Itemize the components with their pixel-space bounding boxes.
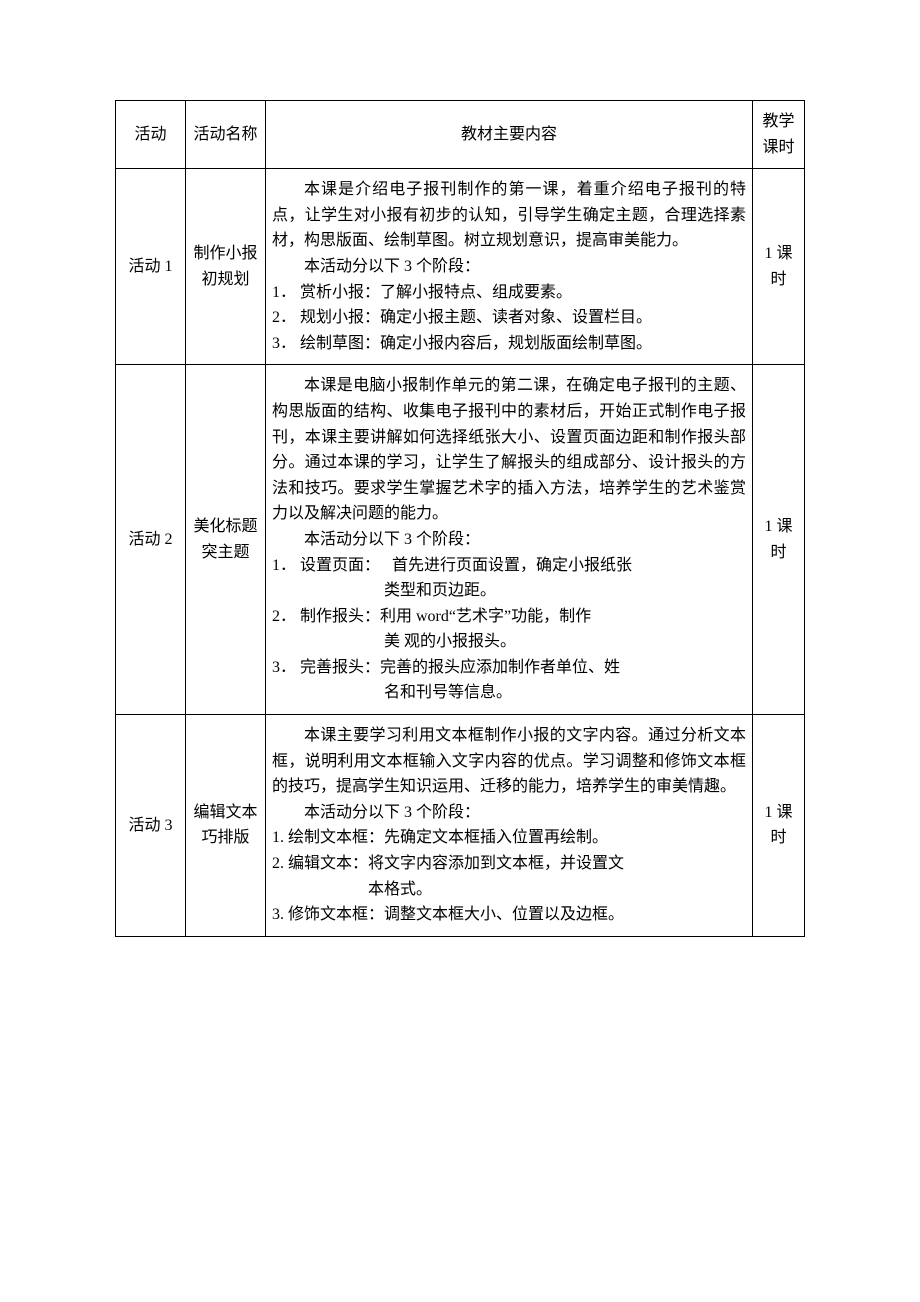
content-stage-2a: 2. 编辑文本：将文字内容添加到文本框，并设置文 [272,851,746,877]
table-row: 活动 2 美化标题突主题 本课是电脑小报制作单元的第二课，在确定电子报刊的主题、… [116,365,805,715]
header-name: 活动名称 [186,101,266,169]
curriculum-table: 活动 活动名称 教材主要内容 教学课时 活动 1 制作小报初规划 本课是介绍电子… [115,100,805,937]
header-hours: 教学课时 [753,101,805,169]
activity-content: 本课是介绍电子报刊制作的第一课，着重介绍电子报刊的特点，让学生对小报有初步的认知… [266,169,753,365]
content-stage-2: 2． 规划小报：确定小报主题、读者对象、设置栏目。 [272,305,746,331]
activity-content: 本课主要学习利用文本框制作小报的文字内容。通过分析文本框，说明利用文本框输入文字… [266,715,753,937]
content-stages-label: 本活动分以下 3 个阶段： [272,254,746,280]
table-row: 活动 3 编辑文本巧排版 本课主要学习利用文本框制作小报的文字内容。通过分析文本… [116,715,805,937]
activity-content: 本课是电脑小报制作单元的第二课，在确定电子报刊的主题、构思版面的结构、收集电子报… [266,365,753,715]
content-stage-2b: 本格式。 [272,877,746,903]
activity-id: 活动 3 [116,715,186,937]
content-stage-3: 3． 绘制草图：确定小报内容后，规划版面绘制草图。 [272,331,746,357]
content-stage-3: 3. 修饰文本框：调整文本框大小、位置以及边框。 [272,902,746,928]
content-stage-1a: 1． 设置页面： 首先进行页面设置，确定小报纸张 [272,553,746,579]
content-intro: 本课是介绍电子报刊制作的第一课，着重介绍电子报刊的特点，让学生对小报有初步的认知… [272,177,746,254]
activity-id: 活动 1 [116,169,186,365]
content-stage-1b: 类型和页边距。 [272,578,746,604]
content-stages-label: 本活动分以下 3 个阶段： [272,527,746,553]
content-stage-2b: 美 观的小报报头。 [272,629,746,655]
content-stage-1: 1． 赏析小报：了解小报特点、组成要素。 [272,280,746,306]
document-page: 活动 活动名称 教材主要内容 教学课时 活动 1 制作小报初规划 本课是介绍电子… [0,0,920,1302]
table-header-row: 活动 活动名称 教材主要内容 教学课时 [116,101,805,169]
content-intro: 本课是电脑小报制作单元的第二课，在确定电子报刊的主题、构思版面的结构、收集电子报… [272,373,746,527]
activity-hours: 1 课时 [753,365,805,715]
header-activity: 活动 [116,101,186,169]
content-stage-1: 1. 绘制文本框：先确定文本框插入位置再绘制。 [272,825,746,851]
table-row: 活动 1 制作小报初规划 本课是介绍电子报刊制作的第一课，着重介绍电子报刊的特点… [116,169,805,365]
activity-hours: 1 课时 [753,715,805,937]
activity-hours: 1 课时 [753,169,805,365]
content-intro: 本课主要学习利用文本框制作小报的文字内容。通过分析文本框，说明利用文本框输入文字… [272,723,746,800]
content-stage-3a: 3． 完善报头：完善的报头应添加制作者单位、姓 [272,655,746,681]
content-stage-3b: 名和刊号等信息。 [272,680,746,706]
activity-name: 美化标题突主题 [186,365,266,715]
table-body: 活动 1 制作小报初规划 本课是介绍电子报刊制作的第一课，着重介绍电子报刊的特点… [116,169,805,937]
content-stage-2a: 2． 制作报头：利用 word“艺术字”功能，制作 [272,604,746,630]
activity-id: 活动 2 [116,365,186,715]
content-stages-label: 本活动分以下 3 个阶段： [272,800,746,826]
activity-name: 制作小报初规划 [186,169,266,365]
table-header: 活动 活动名称 教材主要内容 教学课时 [116,101,805,169]
activity-name: 编辑文本巧排版 [186,715,266,937]
header-content: 教材主要内容 [266,101,753,169]
